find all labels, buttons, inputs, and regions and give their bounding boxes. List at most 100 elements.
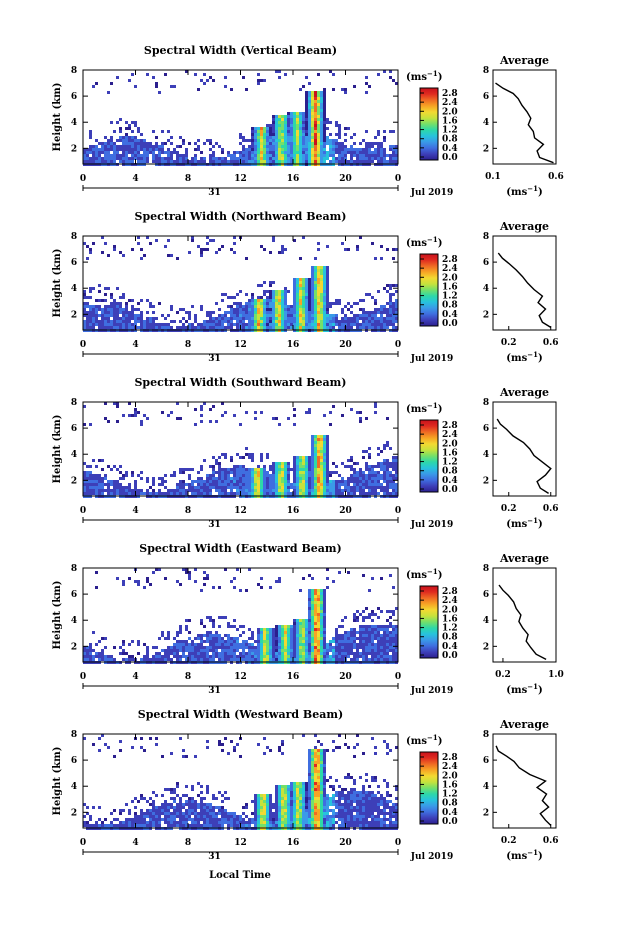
heatmap-cell: [371, 477, 374, 480]
heatmap-cell: [125, 139, 128, 142]
heatmap-cell: [248, 474, 251, 477]
heatmap-cell: [128, 127, 131, 130]
heatmap-cell: [119, 489, 122, 492]
heatmap-cell: [380, 326, 383, 329]
x-tick-label: 16: [287, 506, 300, 516]
heatmap-cell: [98, 151, 101, 154]
average-x-unit-exp: −1: [527, 516, 538, 525]
heatmap-cell: [161, 649, 164, 652]
heatmap-cell: [83, 242, 86, 245]
heatmap-cell: [260, 471, 263, 474]
heatmap-cell: [302, 305, 305, 308]
heatmap-cell: [257, 136, 260, 139]
heatmap-cell: [293, 154, 296, 157]
heatmap-cell: [158, 812, 161, 815]
heatmap-cell: [203, 142, 206, 145]
heatmap-cell: [254, 308, 257, 311]
heatmap-cell: [140, 257, 143, 260]
heatmap-cell: [209, 326, 212, 329]
average-x-unit-exp: −1: [527, 350, 538, 359]
heatmap-cell: [188, 474, 191, 477]
heatmap-cell: [128, 157, 131, 160]
heatmap-cell: [308, 278, 311, 281]
heatmap-cell: [317, 459, 320, 462]
heatmap-cell: [275, 133, 278, 136]
heatmap-cell: [164, 809, 167, 812]
heatmap-cell: [233, 414, 236, 417]
heatmap-cell: [371, 577, 374, 580]
heatmap-cell: [164, 821, 167, 824]
heatmap-cell: [320, 622, 323, 625]
heatmap-cell: [389, 299, 392, 302]
heatmap-cell: [380, 577, 383, 580]
heatmap-cell: [392, 462, 395, 465]
heatmap-cell: [233, 492, 236, 495]
heatmap-cell: [95, 148, 98, 151]
heatmap-cell: [284, 248, 287, 251]
heatmap-cell: [89, 323, 92, 326]
heatmap-cell: [152, 151, 155, 154]
heatmap-cell: [359, 420, 362, 423]
heatmap-cell: [266, 151, 269, 154]
heatmap-cell: [152, 154, 155, 157]
colorbar: [419, 419, 439, 493]
heatmap-cell: [305, 462, 308, 465]
heatmap-cell: [263, 248, 266, 251]
heatmap-cell: [314, 275, 317, 278]
heatmap-cell: [299, 652, 302, 655]
heatmap-cell: [137, 818, 140, 821]
heatmap-cell: [272, 314, 275, 317]
heatmap-cell: [209, 160, 212, 163]
heatmap-cell: [323, 103, 326, 106]
heatmap-cell: [254, 483, 257, 486]
heatmap-cell: [320, 296, 323, 299]
heatmap-cell: [368, 589, 371, 592]
heatmap-cell: [338, 571, 341, 574]
heatmap-cell: [290, 124, 293, 127]
heatmap-cell: [170, 788, 173, 791]
heatmap-cell: [236, 157, 239, 160]
heatmap-cell: [104, 305, 107, 308]
heatmap-cell: [281, 290, 284, 293]
heatmap-cell: [329, 423, 332, 426]
heatmap-cell: [284, 290, 287, 293]
heatmap-cell: [155, 148, 158, 151]
heatmap-cell: [389, 145, 392, 148]
heatmap-cell: [107, 151, 110, 154]
heatmap-cell: [395, 456, 398, 459]
heatmap-cell: [287, 640, 290, 643]
average-y-tick-label: 2: [483, 310, 489, 320]
heatmap-cell: [215, 462, 218, 465]
heatmap-cell: [236, 465, 239, 468]
heatmap-cell: [287, 477, 290, 480]
heatmap-cell: [251, 311, 254, 314]
heatmap-cell: [227, 151, 230, 154]
heatmap-cell: [383, 70, 386, 73]
heatmap-cell: [284, 142, 287, 145]
average-x-tick-label: 0.1: [485, 172, 501, 182]
heatmap-cell: [311, 287, 314, 290]
heatmap-cell: [317, 604, 320, 607]
heatmap-cell: [350, 459, 353, 462]
heatmap-cell: [287, 634, 290, 637]
heatmap-cell: [305, 640, 308, 643]
heatmap-cell: [305, 465, 308, 468]
heatmap-cell: [221, 474, 224, 477]
heatmap-cell: [236, 320, 239, 323]
heatmap-cell: [227, 474, 230, 477]
heatmap-cell: [350, 154, 353, 157]
heatmap-cell: [116, 489, 119, 492]
heatmap-cell: [275, 474, 278, 477]
heatmap-cell: [296, 308, 299, 311]
heatmap-cell: [221, 646, 224, 649]
heatmap-cell: [308, 622, 311, 625]
heatmap-cell: [326, 492, 329, 495]
heatmap-cell: [392, 625, 395, 628]
heatmap-cell: [143, 658, 146, 661]
heatmap-cell: [245, 640, 248, 643]
heatmap-cell: [242, 157, 245, 160]
heatmap-cell: [380, 652, 383, 655]
heatmap-cell: [308, 317, 311, 320]
x-tick-label: 4: [132, 340, 138, 350]
heatmap-cell: [341, 160, 344, 163]
